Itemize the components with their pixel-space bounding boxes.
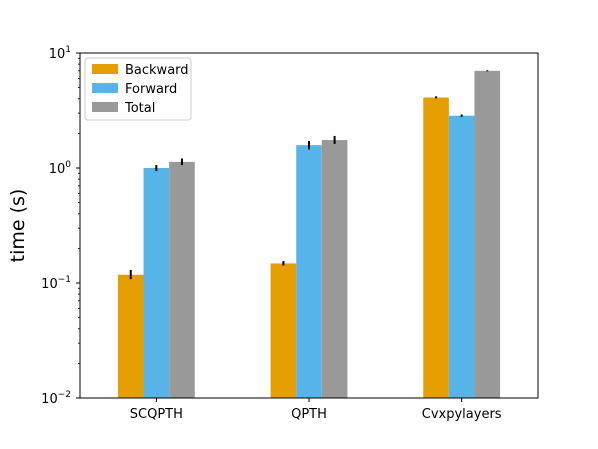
x-tick-label: QPTH (291, 407, 327, 422)
axis-layer: SCQPTH QPTH Cvxpylayers 10−2 10−1 100 101 (41, 45, 502, 422)
legend-label-backward: Backward (125, 63, 189, 78)
bar-forward-cvxpylayers (448, 115, 475, 398)
error-bars-layer (129, 70, 489, 280)
legend: Backward Forward Total (84, 57, 192, 121)
y-tick-label: 10−1 (41, 275, 71, 292)
y-tick-label: 101 (49, 45, 71, 62)
bar-total-scqpth (169, 161, 195, 398)
bar-backward-scqpth (117, 274, 144, 398)
x-tick-label: SCQPTH (130, 407, 183, 422)
bar-total-cvxpylayers (474, 70, 501, 399)
bar-forward-qpth (296, 145, 322, 398)
bar-backward-qpth (270, 263, 297, 398)
x-tick-label: Cvxpylayers (422, 407, 502, 422)
bar-backward-cvxpylayers (423, 97, 449, 399)
y-axis-title: time (s) (7, 189, 29, 263)
legend-swatch-forward (92, 83, 118, 93)
legend-swatch-total (92, 102, 118, 112)
y-tick-label: 10−2 (41, 390, 71, 407)
bar-total-qpth (321, 140, 348, 398)
legend-label-forward: Forward (125, 82, 177, 97)
bar-forward-scqpth (143, 168, 170, 398)
legend-label-total: Total (124, 101, 155, 116)
bars-layer (117, 70, 501, 399)
legend-swatch-backward (92, 64, 118, 74)
y-tick-label: 100 (49, 160, 72, 177)
